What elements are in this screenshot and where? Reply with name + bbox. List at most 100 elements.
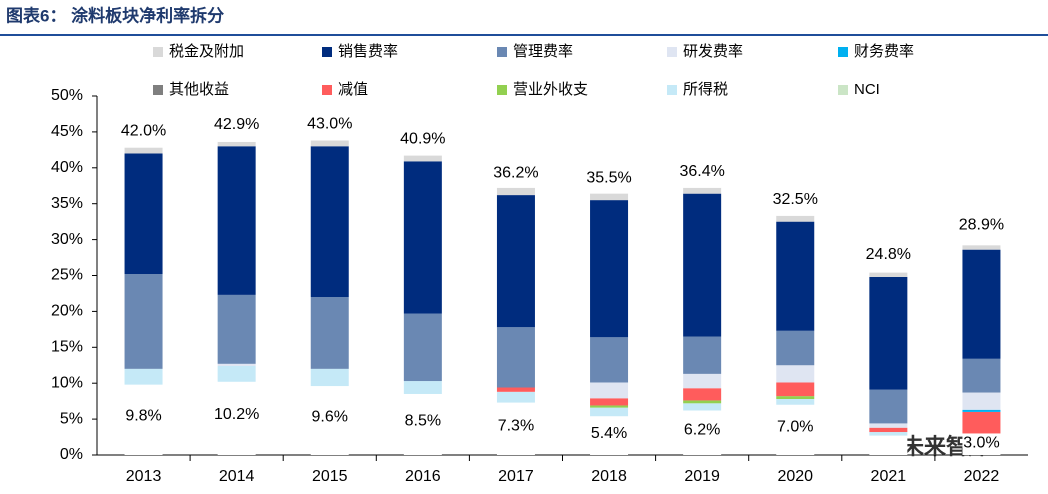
bar-segment	[310, 368, 349, 387]
bar-segment	[683, 336, 722, 374]
bar-segment	[403, 381, 442, 394]
base-label: 8.5%	[405, 413, 441, 430]
bar-segment	[683, 388, 722, 401]
x-tick-label: 2020	[777, 468, 813, 485]
x-tick-label: 2019	[684, 468, 720, 485]
base-label: 6.2%	[684, 422, 720, 439]
legend-swatch	[838, 85, 848, 95]
base-bar	[869, 435, 908, 455]
bar-segment	[217, 294, 256, 364]
bar-segment	[776, 215, 815, 222]
total-label: 36.2%	[493, 164, 538, 181]
bar-segment	[683, 373, 722, 389]
chart-title: 图表6： 涂料板块净利率拆分	[6, 5, 224, 25]
legend-swatch	[322, 47, 332, 57]
base-bar	[496, 402, 535, 455]
bar-segment	[403, 313, 442, 382]
bar-segment	[962, 411, 1001, 434]
legend-swatch	[497, 85, 507, 95]
legend-swatch	[838, 47, 848, 57]
legend-label: 其他收益	[169, 81, 229, 98]
bar-segment	[496, 195, 535, 328]
base-label: 7.3%	[498, 417, 534, 434]
legend-label: 研发费率	[683, 43, 743, 60]
bar-segment	[590, 200, 629, 338]
legend-label: 管理费率	[513, 43, 573, 60]
x-tick-label: 2013	[126, 468, 162, 485]
bar-segment	[683, 193, 722, 337]
base-bar	[310, 386, 349, 455]
legend-swatch	[153, 47, 163, 57]
x-tick-label: 2018	[591, 468, 627, 485]
y-tick-label: 10%	[51, 374, 83, 391]
base-bar	[683, 410, 722, 455]
y-tick-label: 15%	[51, 339, 83, 356]
bar-segment	[776, 382, 815, 397]
bar-segment	[869, 423, 908, 428]
bar-segment	[590, 193, 629, 201]
bar-segment	[496, 187, 535, 196]
y-tick-label: 25%	[51, 267, 83, 284]
bar-segment	[776, 221, 815, 331]
bar-segment	[590, 337, 629, 383]
base-bar	[124, 384, 163, 455]
base-bar	[962, 433, 1001, 455]
legend-label: 所得税	[683, 81, 728, 98]
base-label: 5.4%	[591, 425, 627, 442]
legend-label: 销售费率	[338, 43, 398, 60]
bar-segment	[217, 141, 256, 147]
base-bar	[776, 404, 815, 455]
bar-segment	[776, 330, 815, 366]
x-tick-label: 2022	[964, 468, 1000, 485]
legend-label: 税金及附加	[169, 43, 244, 60]
x-tick-label: 2015	[312, 468, 348, 485]
base-bar	[217, 381, 256, 455]
legend-swatch	[322, 85, 332, 95]
bar-segment	[776, 398, 815, 405]
bar-segment	[590, 407, 629, 417]
bar-segment	[403, 155, 442, 162]
legend-label: NCI	[854, 81, 880, 98]
bar-segment	[217, 146, 256, 295]
y-tick-label: 5%	[60, 410, 83, 427]
total-label: 28.9%	[959, 217, 1004, 234]
total-label: 42.9%	[214, 116, 259, 133]
x-tick-label: 2017	[498, 468, 534, 485]
total-label: 43.0%	[307, 115, 352, 132]
y-tick-label: 20%	[51, 303, 83, 320]
bar-segment	[310, 146, 349, 298]
bar-segment	[962, 358, 1001, 393]
bar-segment	[869, 427, 908, 433]
y-tick-label: 0%	[60, 446, 83, 463]
bar-segment	[124, 274, 163, 369]
bar-segment	[124, 368, 163, 385]
bar-segment	[962, 249, 1001, 359]
bar-segment	[869, 432, 908, 436]
base-bar	[590, 416, 629, 455]
bar-segment	[217, 363, 256, 366]
bar-segment	[496, 391, 535, 403]
bar-segment	[776, 396, 815, 399]
bar-segment	[124, 153, 163, 275]
y-tick-label: 45%	[51, 123, 83, 140]
legend-swatch	[667, 47, 677, 57]
total-label: 42.0%	[121, 123, 166, 140]
legend-swatch	[497, 47, 507, 57]
bar-segment	[496, 327, 535, 388]
bar-segment	[962, 245, 1001, 250]
bar-segment	[962, 392, 1001, 410]
base-label: 3.0%	[963, 434, 999, 451]
base-label: 9.8%	[125, 408, 161, 425]
bar-segment	[590, 405, 629, 408]
y-tick-label: 40%	[51, 159, 83, 176]
bar-segment	[310, 297, 349, 369]
legend-label: 财务费率	[854, 43, 914, 60]
x-tick-label: 2021	[871, 468, 907, 485]
bar-segment	[310, 140, 349, 147]
base-label: 10.2%	[214, 406, 259, 423]
bar-segment	[590, 382, 629, 399]
bar-segment	[124, 147, 163, 154]
bar-segment	[869, 272, 908, 277]
y-tick-label: 50%	[51, 87, 83, 104]
bar-segment	[403, 161, 442, 314]
